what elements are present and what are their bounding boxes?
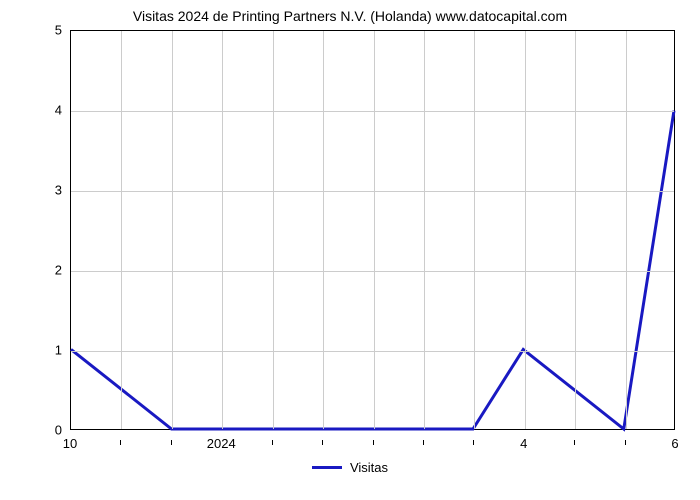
legend: Visitas	[0, 460, 700, 475]
legend-label: Visitas	[350, 460, 388, 475]
ytick-label: 5	[42, 23, 62, 38]
gridline-v	[474, 31, 475, 429]
xtick-mark	[272, 440, 273, 445]
gridline-v	[525, 31, 526, 429]
xtick-mark	[625, 440, 626, 445]
xtick-mark	[574, 440, 575, 445]
gridline-h	[71, 191, 674, 192]
gridline-h	[71, 111, 674, 112]
xtick-mark	[171, 440, 172, 445]
gridline-v	[323, 31, 324, 429]
xtick-label: 2024	[207, 436, 236, 451]
gridline-h	[71, 351, 674, 352]
ytick-label: 1	[42, 343, 62, 358]
ytick-label: 2	[42, 263, 62, 278]
gridline-v	[374, 31, 375, 429]
plot-area	[70, 30, 675, 430]
gridline-v	[121, 31, 122, 429]
gridline-v	[575, 31, 576, 429]
gridline-v	[424, 31, 425, 429]
xtick-label: 4	[520, 436, 527, 451]
chart-title: Visitas 2024 de Printing Partners N.V. (…	[0, 8, 700, 24]
gridline-v	[222, 31, 223, 429]
xtick-label: 6	[671, 436, 678, 451]
gridline-v	[626, 31, 627, 429]
xtick-mark	[373, 440, 374, 445]
ytick-label: 0	[42, 423, 62, 438]
xtick-mark	[423, 440, 424, 445]
xtick-mark	[120, 440, 121, 445]
xtick-mark	[473, 440, 474, 445]
ytick-label: 3	[42, 183, 62, 198]
series-line	[71, 111, 674, 429]
xtick-mark	[322, 440, 323, 445]
ytick-label: 4	[42, 103, 62, 118]
gridline-v	[172, 31, 173, 429]
legend-swatch	[312, 466, 342, 469]
chart-container: Visitas 2024 de Printing Partners N.V. (…	[0, 0, 700, 500]
line-series	[71, 31, 674, 429]
xtick-label: 10	[63, 436, 77, 451]
gridline-h	[71, 271, 674, 272]
gridline-v	[273, 31, 274, 429]
